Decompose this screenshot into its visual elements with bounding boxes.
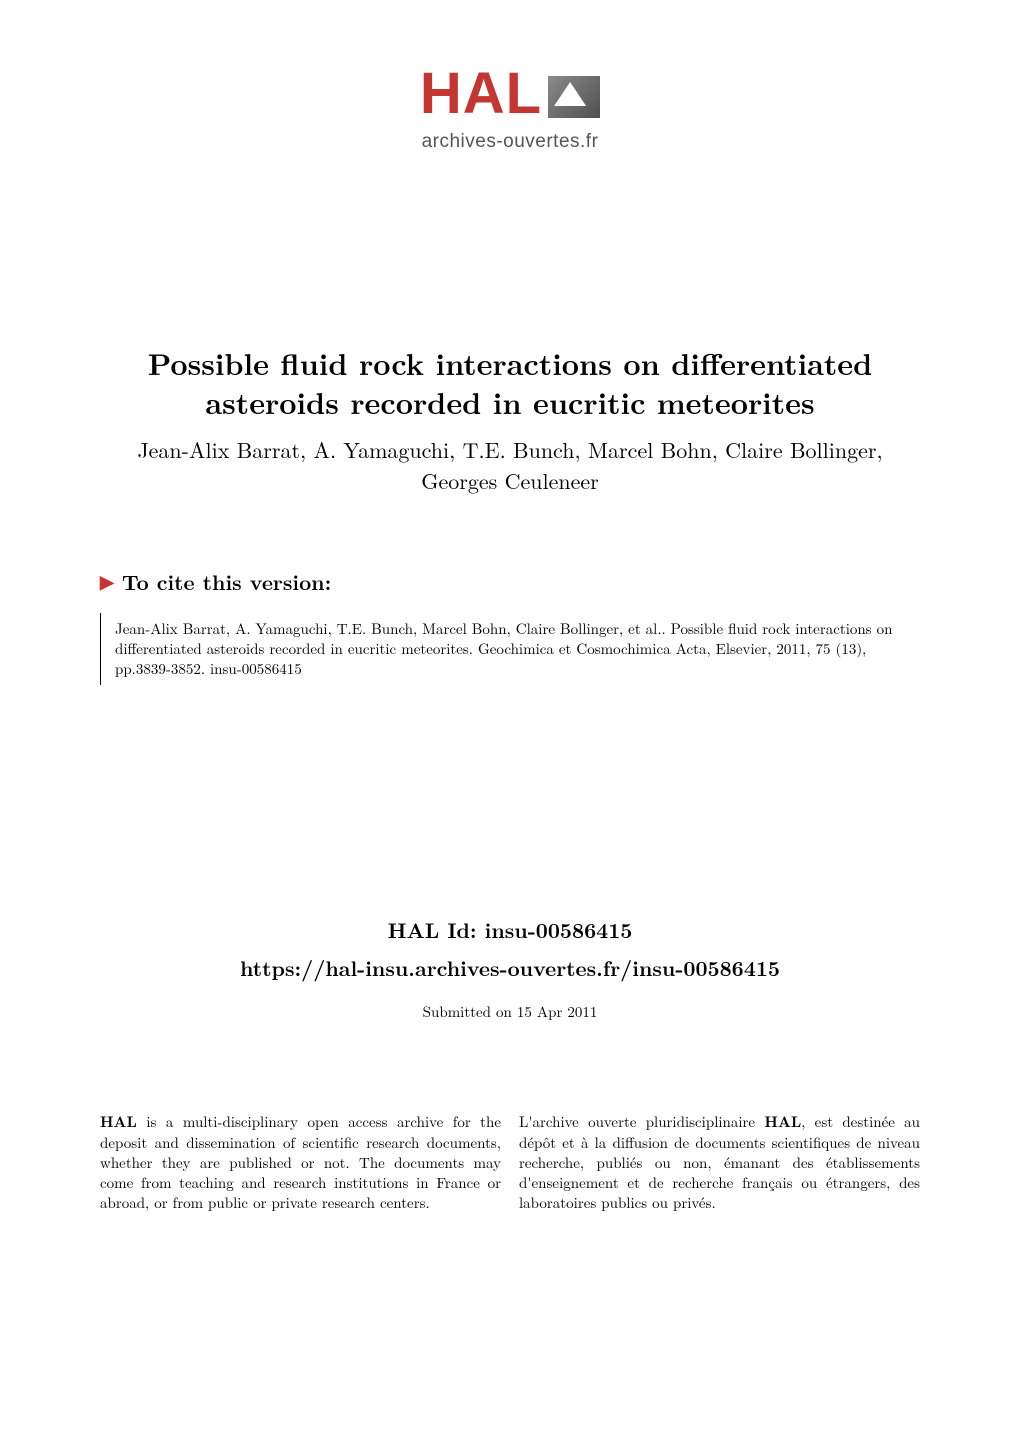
halid-section: HAL Id: insu-00586415 https://hal-insu.a… (0, 915, 1020, 1022)
hal-bold-en: HAL (100, 1111, 137, 1132)
description-section: HAL is a multi-disciplinary open access … (0, 1112, 1020, 1213)
halid-prefix: HAL Id: (388, 915, 485, 945)
hal-bold-fr: HAL (764, 1111, 801, 1132)
cite-heading-text: To cite this version: (122, 567, 331, 597)
citation-text: Jean-Alix Barrat, A. Yamaguchi, T.E. Bun… (115, 618, 892, 680)
submitted-date: Submitted on 15 Apr 2011 (0, 1001, 1020, 1022)
authors-line2: Georges Ceuleneer (421, 465, 599, 496)
title-line2: asteroids recorded in eucritic meteorite… (205, 380, 814, 423)
cite-section: ▶ To cite this version: Jean-Alix Barrat… (0, 567, 1020, 686)
logo-box-icon (548, 76, 600, 118)
authors-line1: Jean-Alix Barrat, A. Yamaguchi, T.E. Bun… (137, 434, 882, 465)
paper-title: Possible fluid rock interactions on diff… (80, 343, 940, 421)
logo-text: HAL (420, 61, 542, 126)
logo-section: HAL archives-ouvertes.fr (0, 0, 1020, 153)
halid-url[interactable]: https://hal-insu.archives-ouvertes.fr/in… (0, 953, 1020, 983)
arrow-icon: ▶ (100, 569, 114, 594)
description-en-text: is a multi-disciplinary open access arch… (100, 1111, 501, 1213)
citation-box: Jean-Alix Barrat, A. Yamaguchi, T.E. Bun… (100, 613, 920, 686)
authors: Jean-Alix Barrat, A. Yamaguchi, T.E. Bun… (80, 435, 940, 497)
description-en: HAL is a multi-disciplinary open access … (100, 1112, 501, 1213)
halid-label: HAL Id: insu-00586415 (0, 915, 1020, 945)
title-line1: Possible fluid rock interactions on diff… (148, 341, 873, 384)
title-section: Possible fluid rock interactions on diff… (0, 343, 1020, 497)
cite-heading: ▶ To cite this version: (100, 567, 920, 597)
logo-subtitle: archives-ouvertes.fr (0, 131, 1020, 153)
description-fr-prefix: L'archive ouverte pluridisciplinaire (519, 1111, 764, 1132)
hal-logo: HAL (420, 60, 600, 127)
description-fr: L'archive ouverte pluridisciplinaire HAL… (519, 1112, 920, 1213)
halid-value: insu-00586415 (485, 915, 633, 945)
